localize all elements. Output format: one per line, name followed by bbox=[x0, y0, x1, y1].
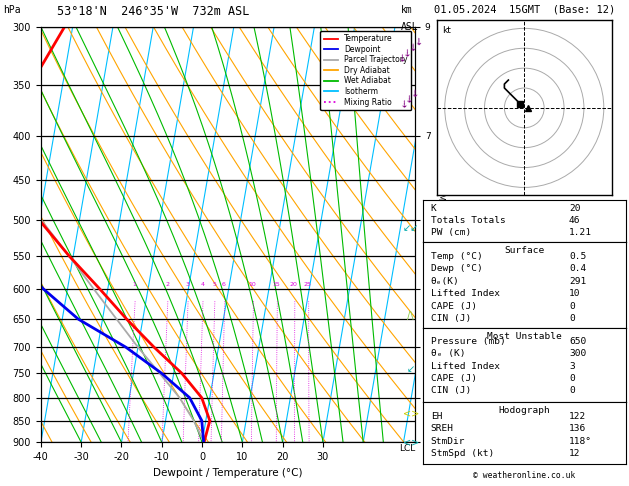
Text: 0: 0 bbox=[569, 302, 575, 311]
Legend: Temperature, Dewpoint, Parcel Trajectory, Dry Adiabat, Wet Adiabat, Isotherm, Mi: Temperature, Dewpoint, Parcel Trajectory… bbox=[320, 31, 411, 110]
Text: 15: 15 bbox=[272, 282, 280, 287]
Text: 0.5: 0.5 bbox=[569, 252, 586, 261]
Text: PW (cm): PW (cm) bbox=[431, 227, 471, 237]
Text: 10: 10 bbox=[569, 289, 581, 298]
Text: 4: 4 bbox=[200, 282, 204, 287]
Text: EH: EH bbox=[431, 412, 442, 421]
Text: 46: 46 bbox=[569, 216, 581, 225]
Text: CIN (J): CIN (J) bbox=[431, 314, 471, 324]
Text: Lifted Index: Lifted Index bbox=[431, 289, 500, 298]
Text: 300: 300 bbox=[569, 349, 586, 358]
Text: ASL: ASL bbox=[401, 22, 419, 32]
Text: kt: kt bbox=[442, 26, 451, 35]
Text: 53°18'N  246°35'W  732m ASL: 53°18'N 246°35'W 732m ASL bbox=[57, 5, 249, 18]
Text: Dewp (°C): Dewp (°C) bbox=[431, 264, 482, 273]
Text: StmDir: StmDir bbox=[431, 436, 465, 446]
Text: 1: 1 bbox=[133, 282, 136, 287]
Text: 2: 2 bbox=[165, 282, 169, 287]
Text: 118°: 118° bbox=[569, 436, 592, 446]
Text: 12: 12 bbox=[569, 449, 581, 458]
Text: 3: 3 bbox=[186, 282, 189, 287]
Text: LCL: LCL bbox=[399, 444, 415, 453]
Text: 25: 25 bbox=[304, 282, 311, 287]
Text: 20: 20 bbox=[569, 205, 581, 213]
Text: Lifted Index: Lifted Index bbox=[431, 362, 500, 371]
Text: StmSpd (kt): StmSpd (kt) bbox=[431, 449, 494, 458]
Text: 0: 0 bbox=[569, 386, 575, 396]
Text: CIN (J): CIN (J) bbox=[431, 386, 471, 396]
Text: Surface: Surface bbox=[504, 246, 544, 255]
X-axis label: Dewpoint / Temperature (°C): Dewpoint / Temperature (°C) bbox=[153, 468, 303, 478]
Text: SREH: SREH bbox=[431, 424, 454, 434]
Text: Hodograph: Hodograph bbox=[498, 406, 550, 415]
Text: θₑ(K): θₑ(K) bbox=[431, 277, 460, 286]
Text: 0: 0 bbox=[569, 314, 575, 324]
Text: ↙↙: ↙↙ bbox=[403, 224, 419, 233]
Text: Temp (°C): Temp (°C) bbox=[431, 252, 482, 261]
Text: Most Unstable: Most Unstable bbox=[487, 332, 562, 341]
Text: 1.21: 1.21 bbox=[569, 227, 592, 237]
Text: θₑ (K): θₑ (K) bbox=[431, 349, 465, 358]
Text: 0.4: 0.4 bbox=[569, 264, 586, 273]
Text: ↙↙↙: ↙↙↙ bbox=[399, 85, 423, 109]
Text: 122: 122 bbox=[569, 412, 586, 421]
Text: 136: 136 bbox=[569, 424, 586, 434]
Text: km: km bbox=[401, 5, 413, 15]
Text: Totals Totals: Totals Totals bbox=[431, 216, 506, 225]
Text: 20: 20 bbox=[290, 282, 298, 287]
Text: ↙: ↙ bbox=[407, 364, 415, 374]
Text: /\: /\ bbox=[408, 311, 414, 321]
Text: 5: 5 bbox=[212, 282, 216, 287]
Text: CAPE (J): CAPE (J) bbox=[431, 374, 477, 383]
Text: K: K bbox=[431, 205, 437, 213]
Text: 01.05.2024  15GMT  (Base: 12): 01.05.2024 15GMT (Base: 12) bbox=[433, 5, 615, 15]
Text: Pressure (mb): Pressure (mb) bbox=[431, 337, 506, 346]
Text: ↙↙↙↙: ↙↙↙↙ bbox=[396, 34, 426, 64]
Text: 0: 0 bbox=[569, 374, 575, 383]
Text: CAPE (J): CAPE (J) bbox=[431, 302, 477, 311]
Y-axis label: Mixing Ratio  (g/kg): Mixing Ratio (g/kg) bbox=[435, 193, 445, 276]
Text: <>: <> bbox=[403, 408, 419, 418]
Text: <>: <> bbox=[403, 437, 419, 447]
Text: © weatheronline.co.uk: © weatheronline.co.uk bbox=[473, 471, 576, 480]
Text: 10: 10 bbox=[248, 282, 257, 287]
Text: 6: 6 bbox=[222, 282, 226, 287]
Text: 650: 650 bbox=[569, 337, 586, 346]
Text: 291: 291 bbox=[569, 277, 586, 286]
Text: hPa: hPa bbox=[3, 5, 21, 15]
Text: 3: 3 bbox=[569, 362, 575, 371]
